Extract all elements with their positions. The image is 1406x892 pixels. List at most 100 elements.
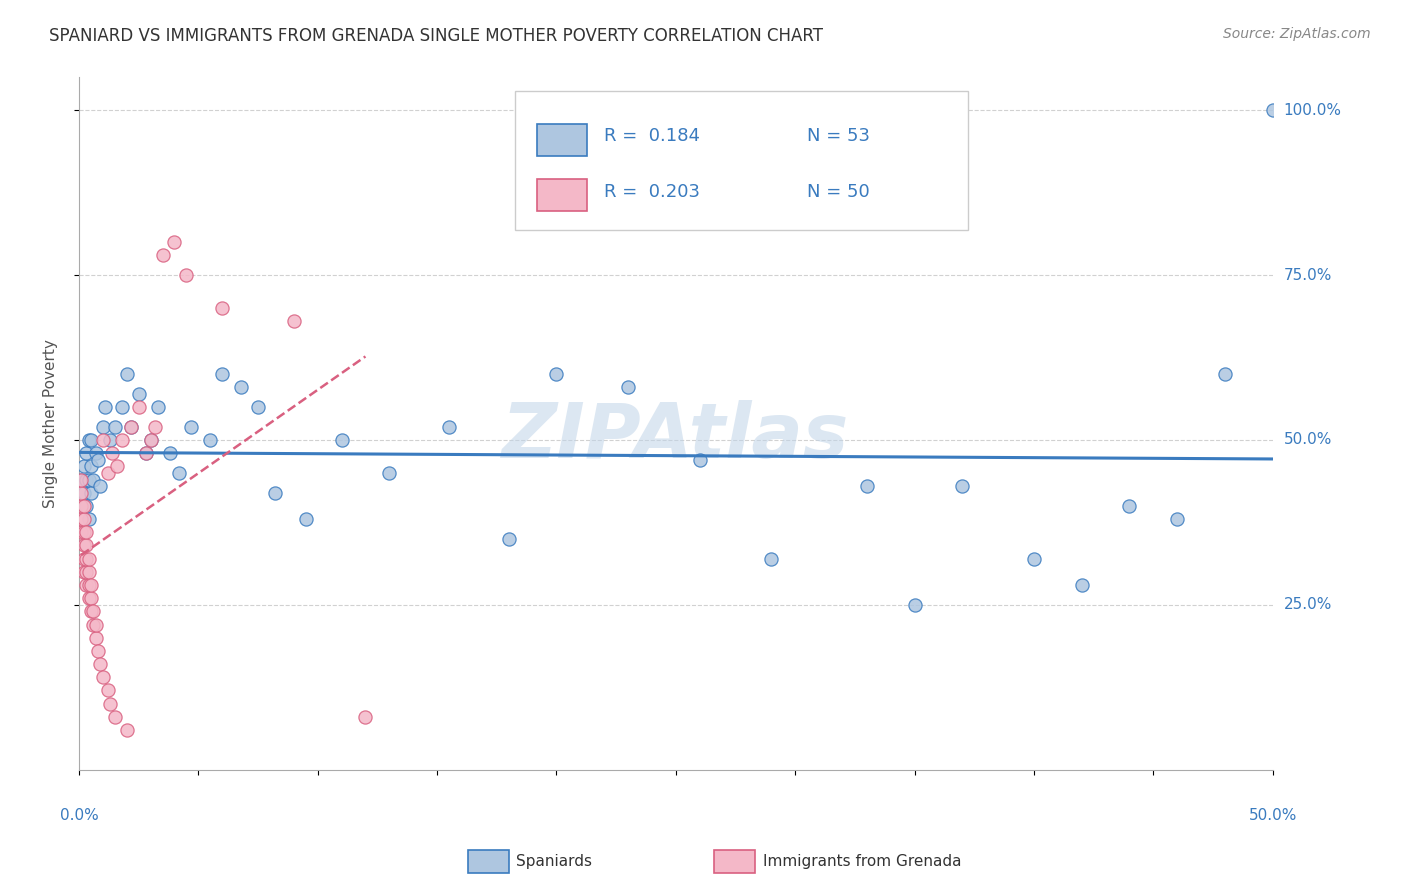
Point [77,512,100,526]
Point [91,433,114,447]
Point [1213,367,1236,381]
Point [146,400,169,414]
Point [200,433,222,447]
Point [77,551,100,566]
Point [75,446,97,460]
Point [950,479,973,493]
Point [294,512,316,526]
Point [283,314,305,328]
Point [75,551,97,566]
Point [91,419,114,434]
Point [903,598,925,612]
Point [143,419,166,434]
Point [617,380,640,394]
Point [211,367,233,381]
Point [82,473,104,487]
Point [77,565,100,579]
Point [104,710,127,724]
Point [70,485,93,500]
Point [231,380,253,394]
Point [73,565,96,579]
Point [152,248,174,262]
FancyBboxPatch shape [537,124,588,155]
Point [115,367,138,381]
Point [498,532,520,546]
Point [1022,551,1045,566]
Text: N = 53: N = 53 [807,128,870,145]
Y-axis label: Single Mother Poverty: Single Mother Poverty [44,339,58,508]
Point [1118,499,1140,513]
Point [70,499,93,513]
Point [75,525,97,540]
Text: 75.0%: 75.0% [1284,268,1331,283]
Point [73,459,96,474]
Point [82,617,104,632]
Point [75,578,97,592]
Point [77,578,100,592]
Point [121,419,143,434]
Point [75,499,97,513]
Point [247,400,270,414]
Point [437,419,460,434]
Point [87,644,110,658]
Point [546,367,568,381]
Point [167,466,190,480]
Point [77,591,100,606]
Point [70,473,93,487]
Point [77,473,100,487]
Point [121,419,143,434]
Point [330,433,353,447]
Point [97,466,120,480]
Point [689,452,711,467]
Point [135,446,157,460]
Point [70,525,93,540]
Point [135,446,157,460]
Point [70,512,93,526]
Point [84,631,107,645]
FancyBboxPatch shape [537,179,588,211]
Point [84,446,107,460]
Text: N = 50: N = 50 [807,183,870,201]
Point [91,670,114,684]
Point [80,433,103,447]
Text: 0.0%: 0.0% [59,808,98,823]
Point [80,485,103,500]
Point [75,473,97,487]
Point [263,485,285,500]
Point [84,617,107,632]
Point [73,551,96,566]
Point [73,485,96,500]
Point [98,697,121,711]
Point [115,723,138,737]
Point [80,459,103,474]
Text: Source: ZipAtlas.com: Source: ZipAtlas.com [1223,27,1371,41]
Point [211,301,233,315]
Point [73,512,96,526]
FancyBboxPatch shape [515,91,969,230]
Point [104,419,127,434]
Text: SPANIARD VS IMMIGRANTS FROM GRENADA SINGLE MOTHER POVERTY CORRELATION CHART: SPANIARD VS IMMIGRANTS FROM GRENADA SING… [49,27,823,45]
Text: 100.0%: 100.0% [1284,103,1341,118]
Point [128,400,150,414]
Point [80,578,103,592]
Point [98,433,121,447]
Text: 25.0%: 25.0% [1284,598,1331,612]
Point [1166,512,1188,526]
Point [139,433,162,447]
Point [73,525,96,540]
Text: ZIPAtlas: ZIPAtlas [502,401,849,475]
Text: Immigrants from Grenada: Immigrants from Grenada [763,855,962,869]
Point [97,683,120,698]
Text: 50.0%: 50.0% [1284,433,1331,448]
Point [1261,103,1284,118]
Point [354,710,377,724]
Point [77,433,100,447]
Point [180,419,202,434]
Point [1070,578,1092,592]
Text: Spaniards: Spaniards [516,855,592,869]
Point [111,433,134,447]
Point [128,387,150,401]
FancyBboxPatch shape [468,850,509,873]
Point [139,433,162,447]
Point [73,499,96,513]
